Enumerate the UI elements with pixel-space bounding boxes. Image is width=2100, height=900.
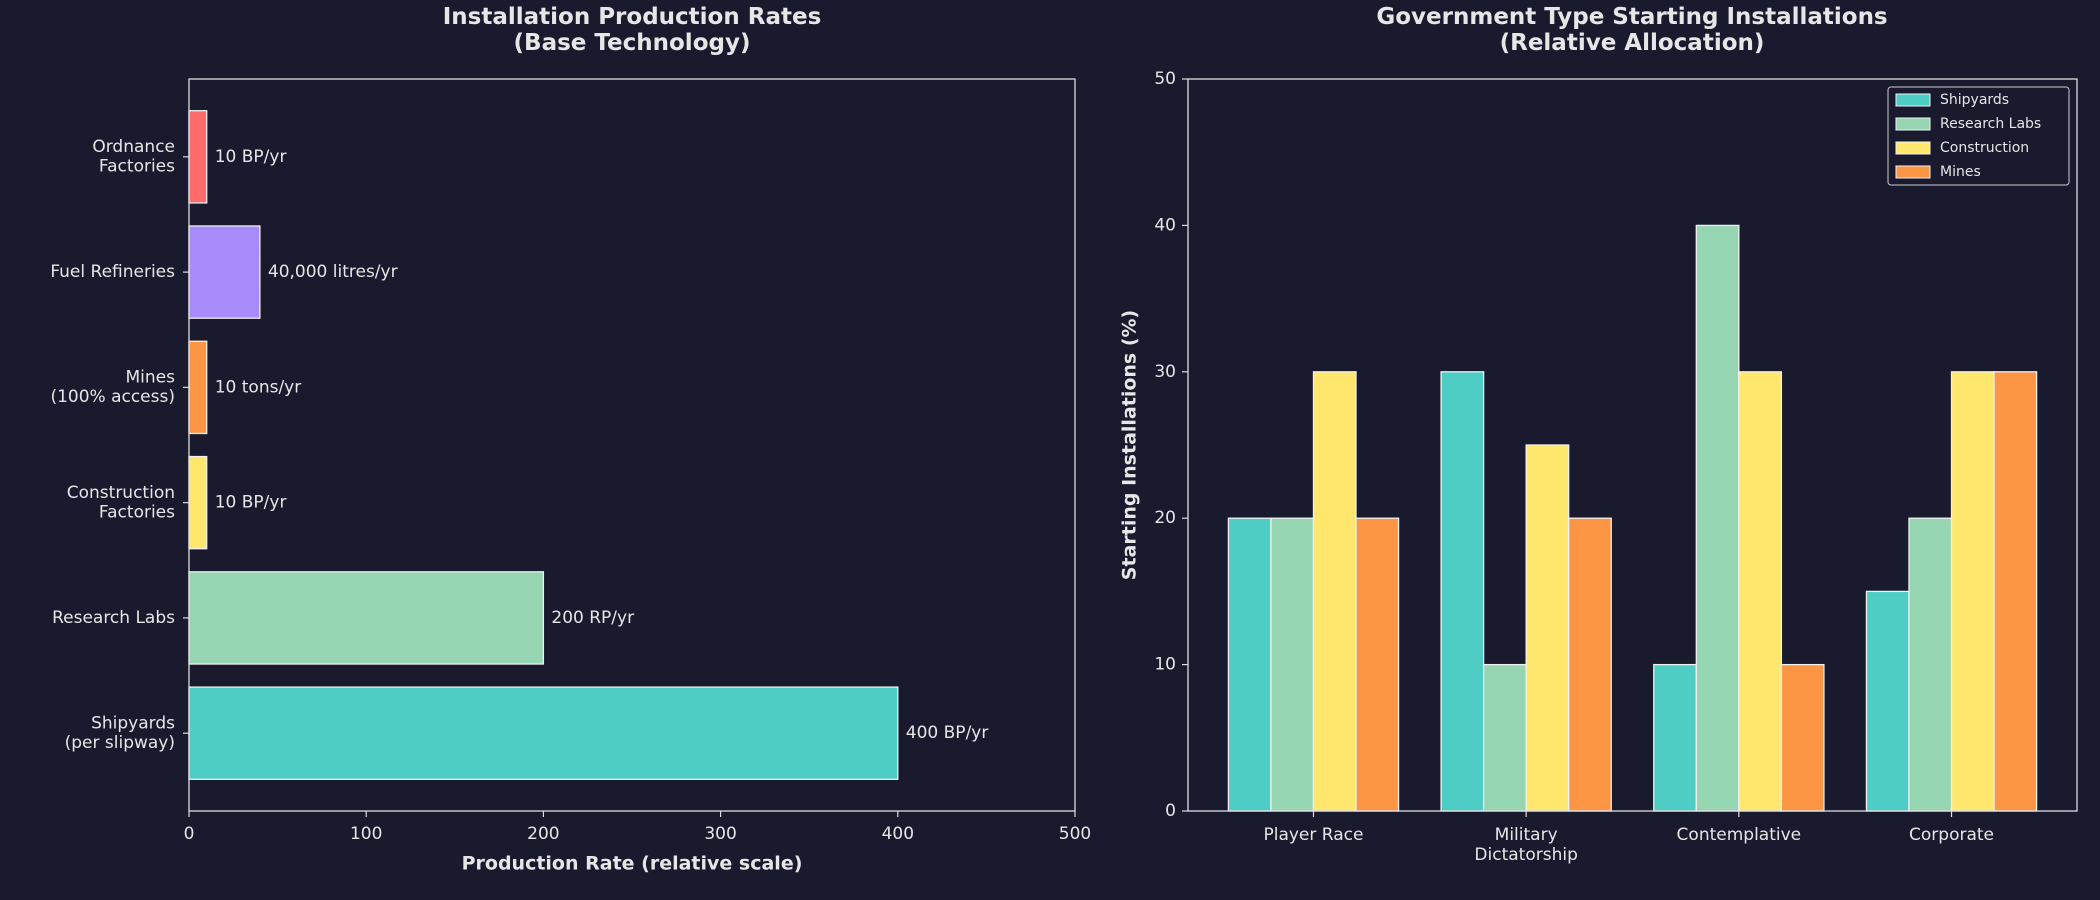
axes-frame — [188, 78, 1076, 812]
value-label: 40,000 litres/yr — [268, 262, 398, 282]
bar — [1568, 517, 1612, 812]
bar — [1482, 663, 1527, 812]
y-tick-label: Construction Factories — [67, 483, 175, 523]
bar — [1865, 590, 1910, 812]
axes-frame — [1187, 78, 2078, 812]
legend-swatch — [1895, 117, 1931, 131]
x-tick-label: 500 — [1059, 824, 1091, 844]
chart-title: Installation Production Rates (Base Techn… — [443, 3, 822, 55]
x-tick-label: Corporate — [1909, 825, 1994, 845]
chart-title: Government Type Starting Installations (R… — [1376, 3, 1887, 55]
bar — [188, 571, 545, 665]
value-label: 10 tons/yr — [215, 377, 302, 397]
y-tick-label: Shipyards (per slipway) — [65, 713, 176, 753]
x-tick-label: Contemplative — [1677, 825, 1802, 845]
value-label: 400 BP/yr — [906, 723, 989, 743]
bar — [1653, 663, 1697, 812]
value-label: 200 RP/yr — [551, 608, 634, 628]
legend-label: Shipyards — [1940, 92, 2009, 108]
y-tick-label: 10 — [1154, 655, 1176, 675]
x-tick-label: 100 — [350, 824, 382, 844]
bar — [1950, 371, 1995, 812]
bar — [1993, 371, 2038, 812]
y-tick-label: 20 — [1154, 508, 1176, 528]
bar — [188, 110, 208, 204]
y-tick-label: Mines (100% access) — [50, 368, 175, 408]
y-tick-label: 30 — [1154, 362, 1176, 382]
bar — [188, 455, 208, 550]
bar — [1695, 224, 1740, 812]
x-tick-label: Player Race — [1263, 825, 1363, 845]
bar — [1780, 663, 1825, 812]
bar — [188, 686, 899, 780]
x-tick-label: 200 — [527, 824, 559, 844]
legend: Shipyards Research Labs Construction Mines — [1887, 86, 2070, 186]
y-tick-label: Research Labs — [52, 608, 175, 628]
bar — [1270, 517, 1315, 812]
legend-swatch — [1895, 141, 1931, 155]
y-tick-label: 0 — [1165, 801, 1176, 821]
value-label: 10 BP/yr — [215, 147, 287, 167]
y-tick-label: Ordnance Factories — [92, 137, 175, 177]
bar — [188, 225, 261, 319]
legend-swatch — [1895, 165, 1931, 179]
x-tick-label: 0 — [184, 824, 195, 844]
bar — [188, 340, 208, 435]
legend-label: Mines — [1940, 164, 1981, 180]
y-axis-label: Starting Installations (%) — [1119, 310, 1141, 580]
legend-label: Research Labs — [1940, 116, 2041, 132]
bar — [1355, 517, 1400, 812]
x-axis-label: Production Rate (relative scale) — [462, 853, 803, 875]
bar — [1908, 517, 1953, 812]
bar — [1440, 371, 1485, 812]
bar — [1738, 371, 1783, 812]
y-tick-label: 50 — [1154, 69, 1176, 89]
x-tick-label: 300 — [704, 824, 736, 844]
legend-swatch — [1895, 93, 1931, 107]
x-tick-label: Military Dictatorship — [1474, 825, 1577, 865]
y-tick-label: Fuel Refineries — [50, 262, 175, 282]
bar — [1525, 444, 1570, 812]
legend-frame — [1887, 86, 2070, 186]
bar — [1227, 517, 1272, 812]
value-label: 10 BP/yr — [215, 493, 287, 513]
legend-label: Construction — [1940, 140, 2029, 156]
y-tick-label: 40 — [1154, 215, 1176, 235]
bar — [1312, 371, 1357, 812]
x-tick-label: 400 — [882, 824, 914, 844]
